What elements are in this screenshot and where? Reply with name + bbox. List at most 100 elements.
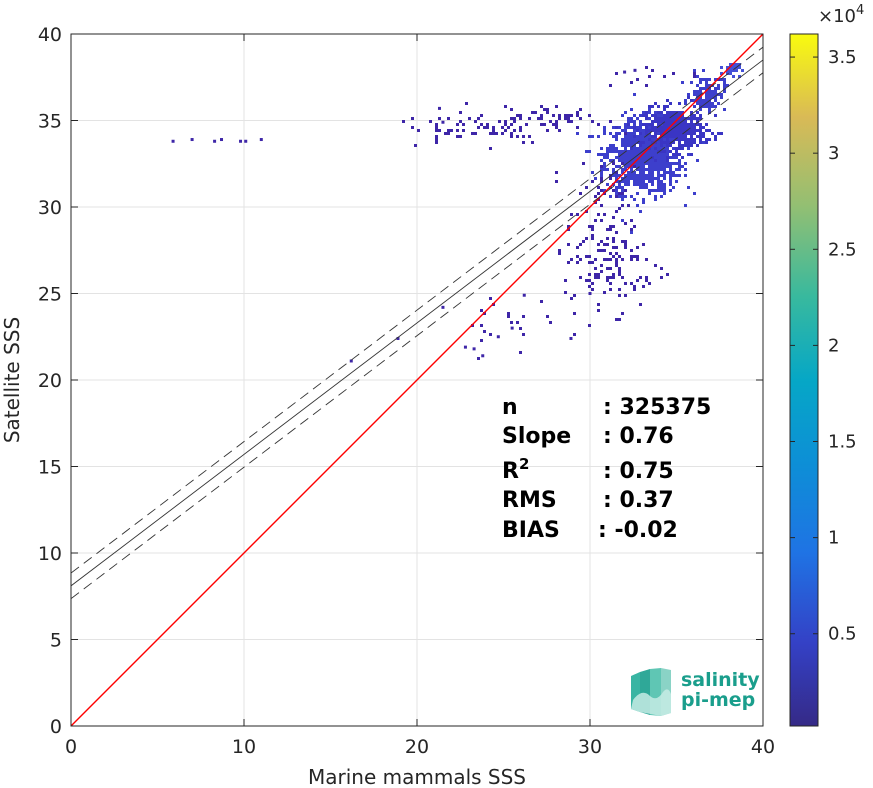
heatmap-cell — [645, 162, 648, 165]
heatmap-cell — [621, 198, 624, 201]
heatmap-cell — [714, 87, 717, 90]
heatmap-cell — [630, 135, 633, 138]
heatmap-cell — [666, 156, 669, 159]
heatmap-cell — [672, 153, 675, 156]
heatmap-cell — [633, 138, 636, 141]
heatmap-cell — [723, 87, 726, 90]
heatmap-cell — [633, 159, 636, 162]
heatmap-cell — [708, 138, 711, 141]
heatmap-cell — [612, 189, 615, 192]
heatmap-cell — [519, 126, 522, 129]
heatmap-cell — [672, 147, 675, 150]
heatmap-cell — [495, 132, 498, 135]
heatmap-cell — [633, 123, 636, 126]
heatmap-cell — [648, 162, 651, 165]
heatmap-cell — [639, 180, 642, 183]
heatmap-cell — [633, 93, 636, 96]
heatmap-cell — [699, 123, 702, 126]
heatmap-cell — [645, 186, 648, 189]
heatmap-cell — [654, 153, 657, 156]
heatmap-cell — [672, 132, 675, 135]
heatmap-cell — [669, 117, 672, 120]
colorbar-tick-label: 2.5 — [828, 239, 857, 260]
heatmap-cell — [585, 279, 588, 282]
heatmap-cell — [639, 135, 642, 138]
heatmap-cell — [678, 129, 681, 132]
heatmap-cell — [576, 246, 579, 249]
heatmap-cell — [669, 135, 672, 138]
sparse-point — [441, 305, 445, 309]
heatmap-cell — [540, 105, 543, 108]
heatmap-cell — [681, 156, 684, 159]
heatmap-cell — [699, 126, 702, 129]
heatmap-cell — [657, 183, 660, 186]
heatmap-cell — [663, 105, 666, 108]
heatmap-cell — [435, 135, 438, 138]
heatmap-cell — [627, 177, 630, 180]
heatmap-cell — [636, 117, 639, 120]
heatmap-cell — [471, 132, 474, 135]
heatmap-cell — [714, 105, 717, 108]
heatmap-cell — [612, 237, 615, 240]
heatmap-cell — [567, 114, 570, 117]
heatmap-cell — [513, 117, 516, 120]
heatmap-cell — [645, 168, 648, 171]
heatmap-cell — [663, 150, 666, 153]
heatmap-cell — [630, 219, 633, 222]
heatmap-cell — [687, 126, 690, 129]
heatmap-cell — [669, 111, 672, 114]
heatmap-cell — [615, 231, 618, 234]
heatmap-cell — [615, 147, 618, 150]
heatmap-cell — [651, 177, 654, 180]
heatmap-cell — [615, 210, 618, 213]
heatmap-cell — [645, 141, 648, 144]
heatmap-cell — [627, 180, 630, 183]
heatmap-cell — [600, 249, 603, 252]
sparse-point — [623, 70, 627, 74]
heatmap-cell — [681, 144, 684, 147]
heatmap-cell — [459, 120, 462, 123]
heatmap-cell — [633, 114, 636, 117]
heatmap-cell — [540, 117, 543, 120]
heatmap-cell — [702, 132, 705, 135]
heatmap-cell — [636, 78, 639, 81]
heatmap-cell — [666, 111, 669, 114]
heatmap-cell — [609, 282, 612, 285]
heatmap-cell — [693, 126, 696, 129]
heatmap-cell — [621, 114, 624, 117]
logo-line2: pi-mep — [681, 689, 755, 711]
heatmap-cell — [648, 180, 651, 183]
heatmap-cell — [627, 159, 630, 162]
heatmap-cell — [645, 276, 648, 279]
heatmap-cell — [687, 129, 690, 132]
heatmap-cell — [675, 126, 678, 129]
heatmap-cell — [702, 105, 705, 108]
heatmap-cell — [621, 258, 624, 261]
heatmap-cell — [618, 267, 621, 270]
heatmap-cell — [576, 126, 579, 129]
heatmap-cell — [648, 144, 651, 147]
heatmap-cell — [618, 294, 621, 297]
heatmap-cell — [651, 171, 654, 174]
heatmap-cell — [663, 156, 666, 159]
heatmap-cell — [555, 171, 558, 174]
heatmap-cell — [522, 135, 525, 138]
heatmap-cell — [672, 141, 675, 144]
heatmap-cell — [624, 141, 627, 144]
heatmap-cell — [624, 138, 627, 141]
heatmap-cell — [627, 153, 630, 156]
heatmap-cell — [591, 288, 594, 291]
heatmap-cell — [633, 144, 636, 147]
heatmap-cell — [732, 75, 735, 78]
heatmap-cell — [645, 84, 648, 87]
heatmap-cell — [633, 150, 636, 153]
heatmap-cell — [684, 99, 687, 102]
logo-line1: salinity — [681, 669, 760, 691]
colorbar — [789, 33, 819, 727]
heatmap-cell — [522, 333, 525, 336]
heatmap-cell — [540, 300, 543, 303]
heatmap-cell — [621, 138, 624, 141]
heatmap-cell — [615, 195, 618, 198]
heatmap-cell — [639, 141, 642, 144]
heatmap-cell — [633, 141, 636, 144]
